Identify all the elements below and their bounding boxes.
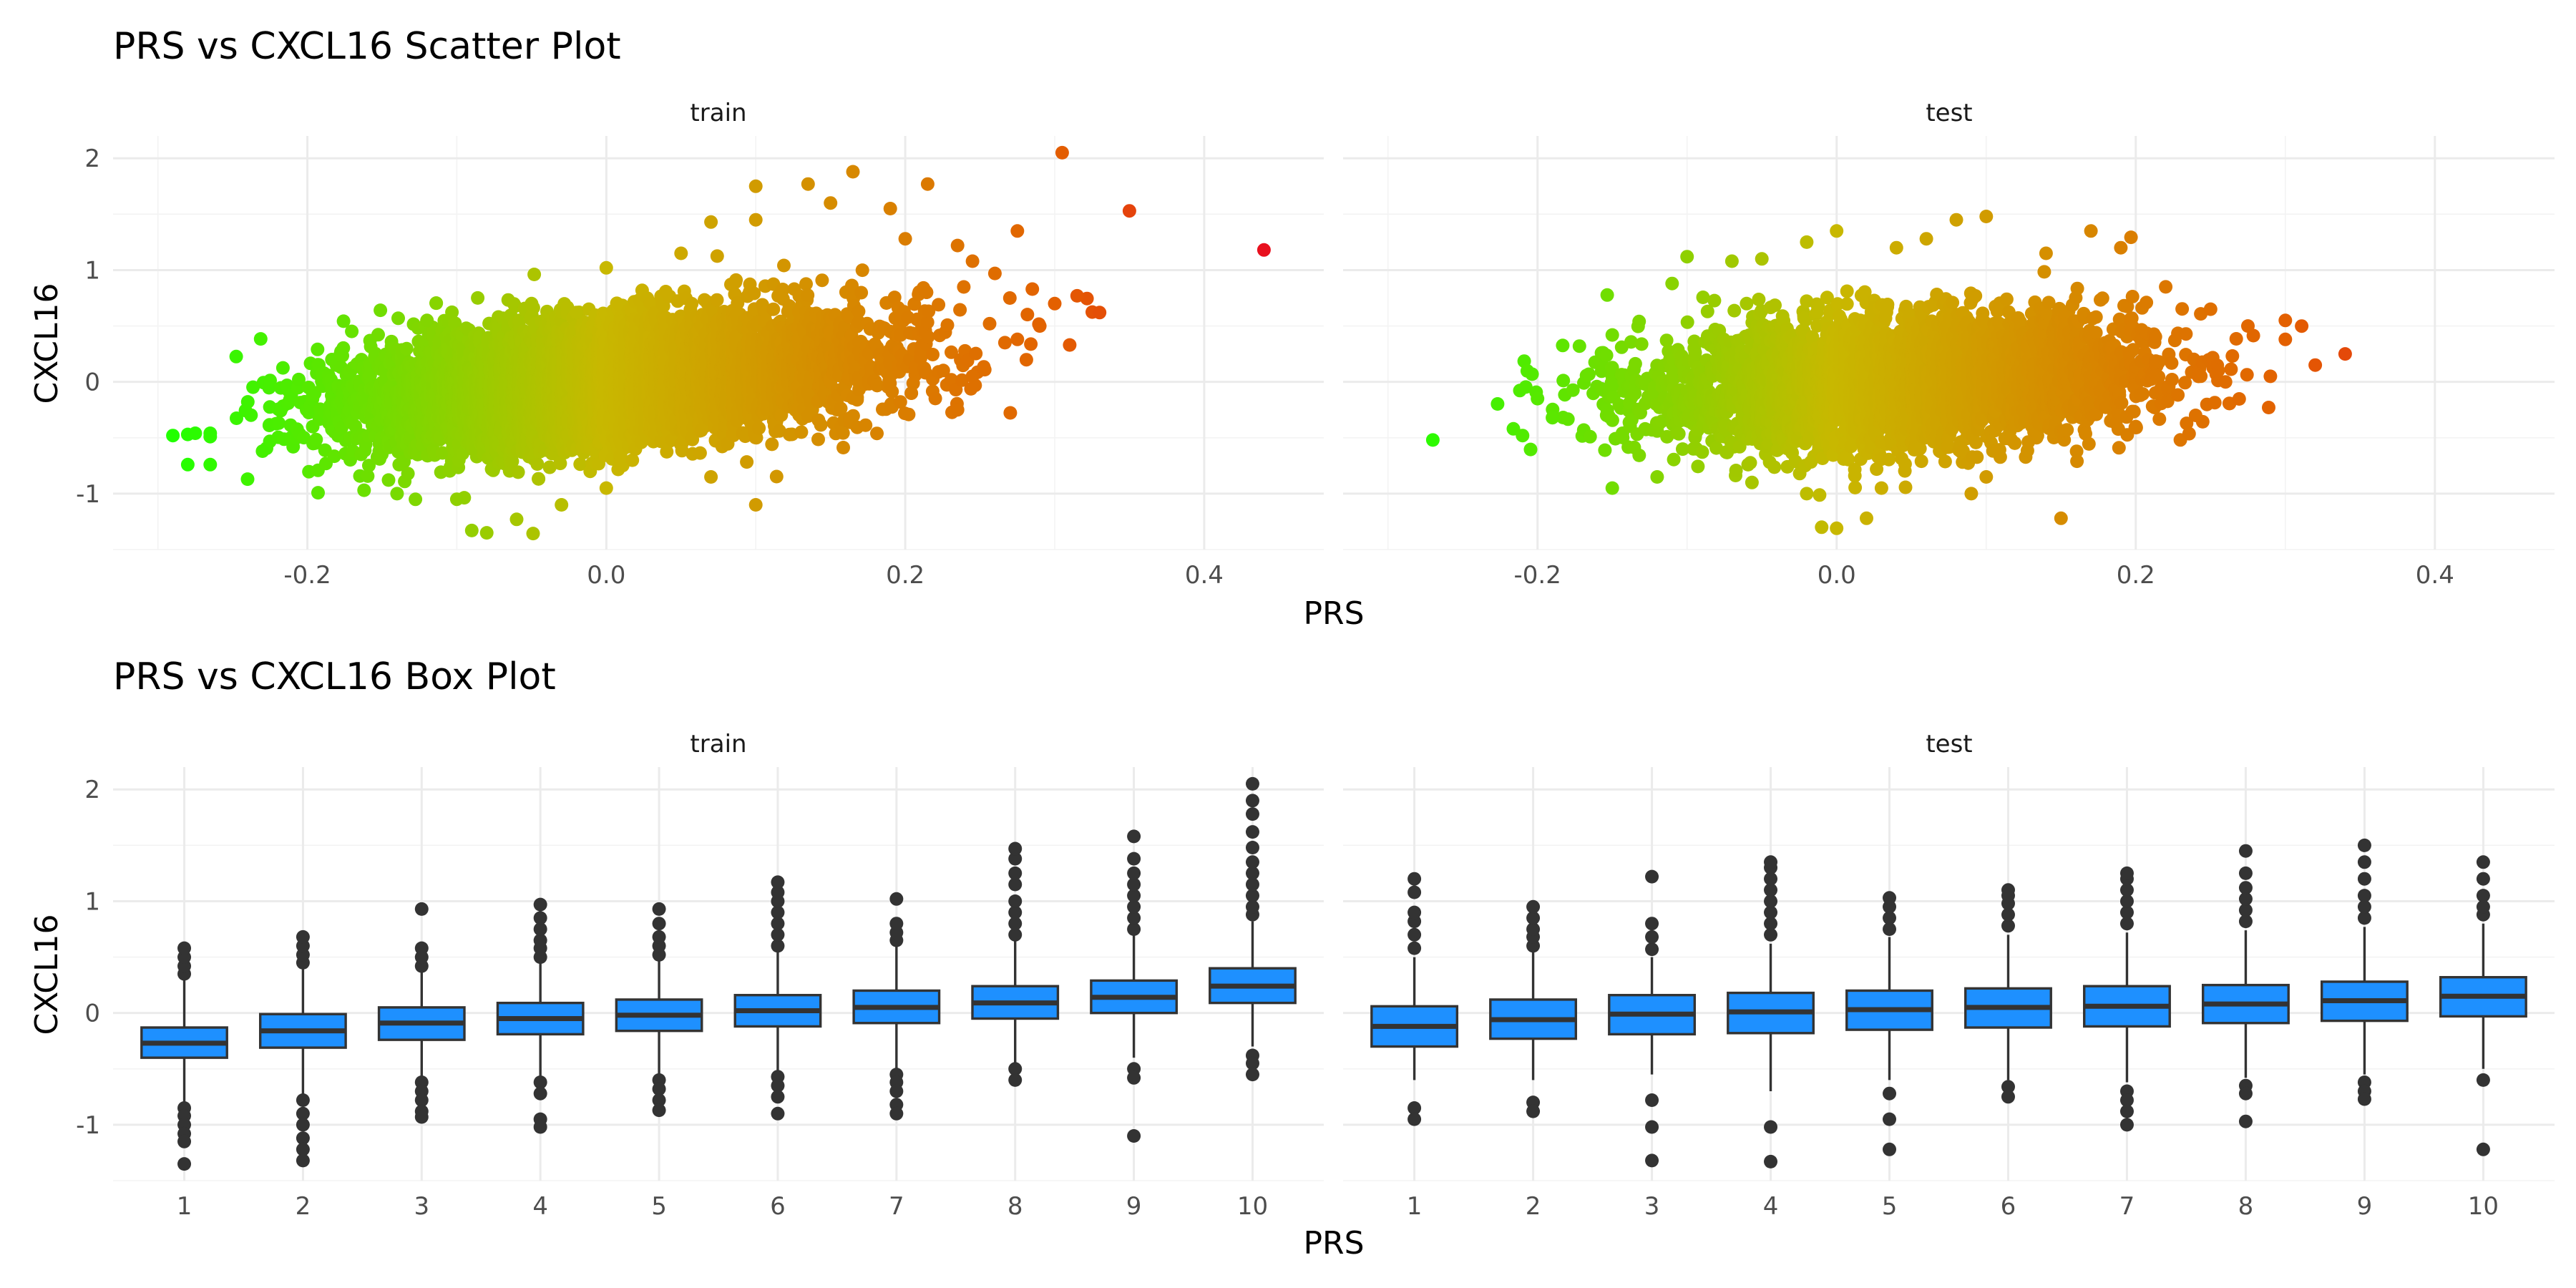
- scatter-point: [240, 395, 255, 409]
- scatter-point: [230, 411, 243, 425]
- scatter-point: [336, 341, 351, 355]
- scatter-point: [685, 296, 699, 311]
- x-tick-label: 0.0: [587, 561, 625, 590]
- scatter-x-axis-title: PRS: [1303, 595, 1364, 632]
- scatter-point: [275, 361, 290, 375]
- scatter-point: [292, 372, 306, 386]
- box-x-axis-title: PRS: [1303, 1225, 1364, 1262]
- box-strip-label-train: train: [690, 730, 746, 758]
- scatter-point: [327, 449, 341, 464]
- scatter-point: [311, 342, 325, 356]
- scatter-point: [345, 324, 359, 338]
- scatter-y-axis-title: CXCL16: [29, 283, 65, 404]
- scatter-point: [311, 486, 325, 500]
- scatter-point: [229, 349, 243, 364]
- scatter-point: [336, 314, 351, 328]
- scatter-point: [244, 408, 258, 422]
- scatter-point: [429, 296, 444, 311]
- box-plot-title: PRS vs CXCL16 Box Plot: [113, 655, 556, 698]
- scatter-point: [511, 465, 525, 479]
- scatter-point: [530, 457, 545, 471]
- y-tick-label: -1: [76, 480, 100, 509]
- scatter-point: [374, 303, 388, 318]
- scatter-point: [253, 332, 268, 346]
- scatter-strip-label-test: test: [1926, 99, 1972, 127]
- y-tick-label: 0: [84, 369, 100, 397]
- scatter-point: [399, 341, 414, 356]
- scatter-point: [309, 432, 323, 447]
- scatter-point: [371, 328, 385, 342]
- scatter-strip-label-train: train: [690, 99, 746, 127]
- scatter-point: [527, 268, 542, 281]
- scatter-point: [272, 416, 286, 430]
- y-tick-label: 2: [84, 145, 100, 173]
- box-y-axis-title: CXCL16: [29, 914, 65, 1035]
- scatter-point: [391, 311, 405, 326]
- x-tick-label: 0.2: [886, 561, 924, 590]
- scatter-point: [471, 291, 485, 305]
- x-tick-label: 0.4: [1185, 561, 1224, 590]
- scatter-point: [246, 380, 260, 394]
- scatter-plot-title: PRS vs CXCL16 Scatter Plot: [113, 25, 621, 68]
- scatter-point: [263, 374, 277, 388]
- scatter-point: [357, 483, 371, 497]
- scatter-point: [381, 473, 396, 487]
- scatter-panel-train: -0.2 0.0 0.2 0.4 -1 0 1 2: [76, 136, 1324, 590]
- y-tick-label: 1: [84, 256, 100, 285]
- scatter-point: [409, 492, 423, 507]
- box-strip-label-test: test: [1926, 730, 1972, 758]
- x-tick-label: -0.2: [283, 561, 331, 590]
- scatter-point: [526, 527, 540, 541]
- scatter-point: [532, 472, 546, 486]
- scatter-point: [401, 467, 415, 481]
- scatter-point: [361, 469, 375, 483]
- scatter-point: [362, 459, 376, 473]
